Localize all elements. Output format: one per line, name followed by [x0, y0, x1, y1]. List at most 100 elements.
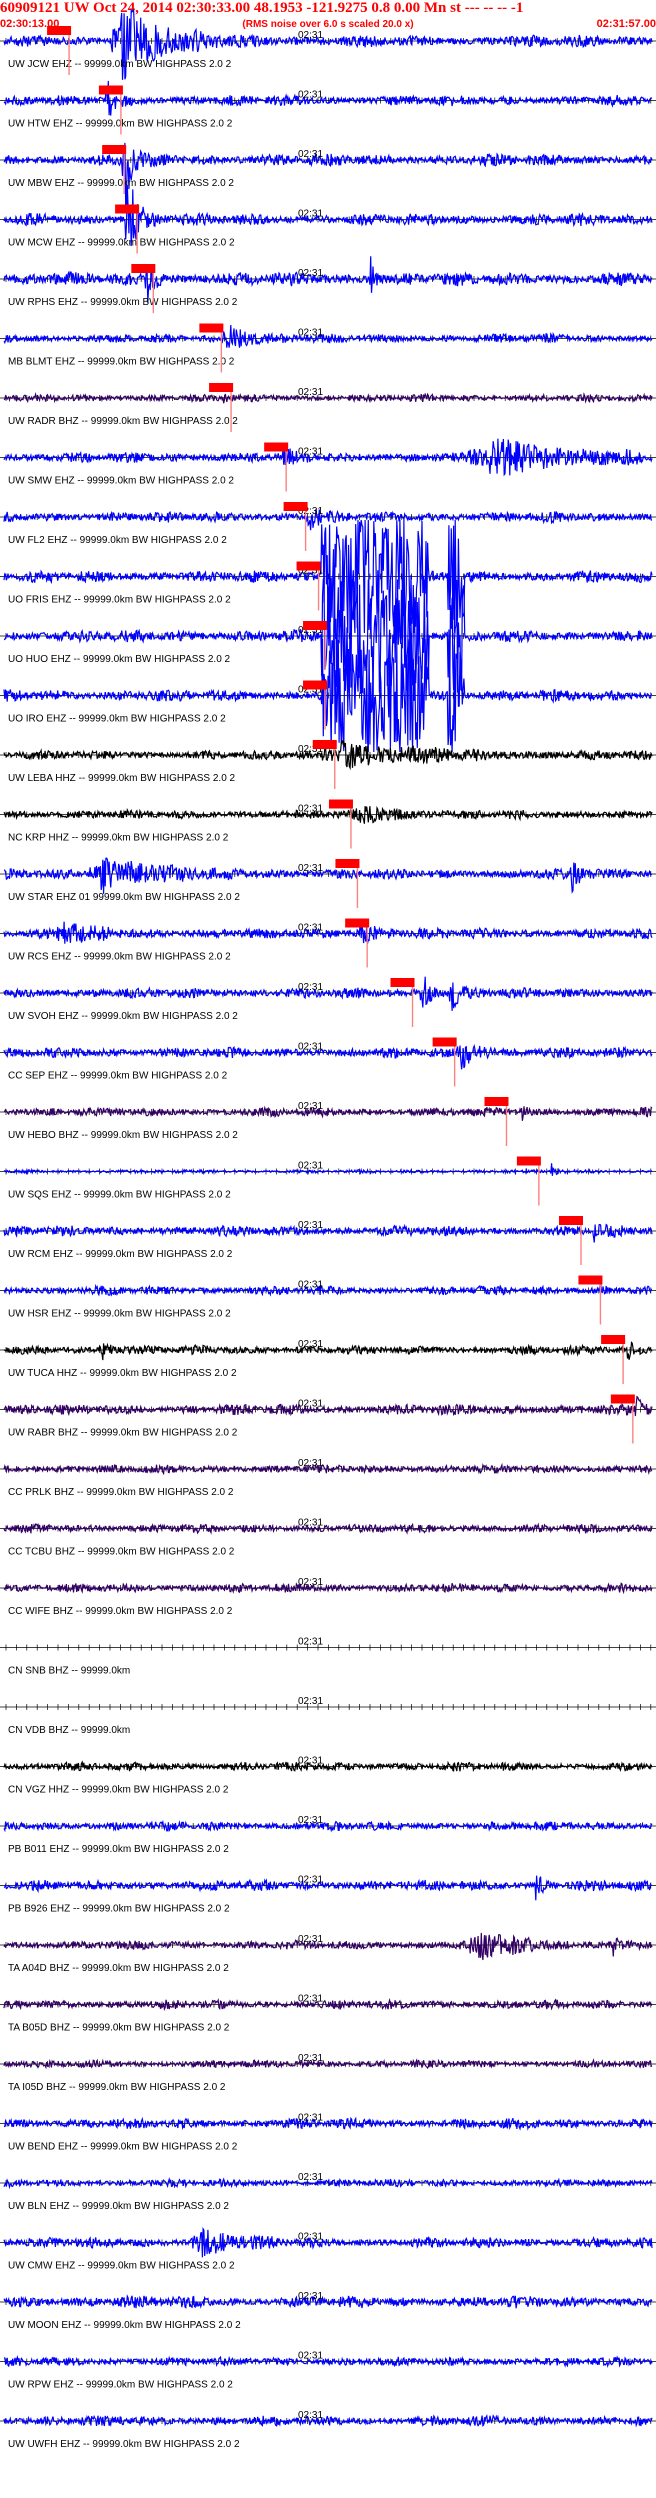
waveform — [3, 392, 653, 404]
trace-13: UW LEBA HHZ -- 99999.0km BW HIGHPASS 2.0… — [0, 739, 656, 789]
center-tick-label: 02:31 — [298, 923, 323, 934]
station-label: UW FL2 EHZ -- 99999.0km BW HIGHPASS 2.0 … — [8, 535, 227, 546]
trace-21: UW RCM EHZ -- 99999.0km BW HIGHPASS 2.0 … — [0, 1216, 656, 1265]
waveform — [3, 142, 653, 207]
waveform — [3, 1281, 653, 1297]
waveform — [3, 1932, 653, 1961]
center-tick-label: 02:31 — [298, 2291, 323, 2302]
waveform — [3, 1163, 653, 1176]
center-tick-label: 02:31 — [298, 1875, 323, 1886]
station-label: NC KRP HHZ -- 99999.0km BW HIGHPASS 2.0 … — [8, 833, 229, 844]
center-tick-label: 02:31 — [298, 1994, 323, 2005]
waveform — [3, 921, 653, 944]
center-tick-label: 02:31 — [298, 1815, 323, 1826]
waveform — [3, 638, 653, 753]
trace-36: UW BEND EHZ -- 99999.0km BW HIGHPASS 2.0… — [0, 2113, 656, 2153]
trace-28: CN SNB BHZ -- 99999.0km 02:31 — [0, 1637, 656, 1677]
station-label: CN VGZ HHZ -- 99999.0km BW HIGHPASS 2.0 … — [8, 1785, 229, 1796]
center-tick-label: 02:31 — [298, 447, 323, 458]
center-tick-label: 02:31 — [298, 982, 323, 993]
trace-14: NC KRP HHZ -- 99999.0km BW HIGHPASS 2.0 … — [0, 799, 656, 849]
waveform — [3, 1043, 653, 1070]
station-label: UW BLN EHZ -- 99999.0km BW HIGHPASS 2.0 … — [8, 2201, 229, 2212]
trace-23: UW TUCA HHZ -- 99999.0km BW HIGHPASS 2.0… — [0, 1335, 656, 1384]
rms-note: (RMS noise over 6.0 s scaled 20.0 x) — [242, 19, 414, 30]
waveform — [3, 578, 653, 695]
trace-3: UW MBW EHZ -- 99999.0km BW HIGHPASS 2.0 … — [0, 142, 656, 207]
station-label: CC WIFE BHZ -- 99999.0km BW HIGHPASS 2.0… — [8, 1606, 233, 1617]
center-tick-label: 02:31 — [298, 149, 323, 160]
pick-marker — [115, 204, 140, 214]
station-label: CC SEP EHZ -- 99999.0km BW HIGHPASS 2.0 … — [8, 1071, 228, 1082]
pick-marker — [335, 859, 360, 868]
station-label: UW RADR BHZ -- 99999.0km BW HIGHPASS 2.0… — [8, 416, 238, 427]
center-tick-label: 02:31 — [298, 1934, 323, 1945]
waveform — [3, 1819, 653, 1833]
station-label: UW JCW EHZ -- 99999.0km BW HIGHPASS 2.0 … — [8, 59, 232, 70]
waveform — [3, 256, 653, 303]
center-tick-label: 02:31 — [298, 625, 323, 636]
trace-24: UW RABR BHZ -- 99999.0km BW HIGHPASS 2.0… — [0, 1394, 656, 1444]
trace-4: UW MCW EHZ -- 99999.0km BW HIGHPASS 2.0 … — [0, 185, 656, 254]
pick-marker — [610, 1394, 635, 1404]
center-tick-label: 02:31 — [298, 2113, 323, 2124]
trace-12: UO IRO EHZ -- 99999.0km BW HIGHPASS 2.0 … — [0, 638, 656, 753]
center-tick-label: 02:31 — [298, 804, 323, 815]
station-label: CC PRLK BHZ -- 99999.0km BW HIGHPASS 2.0… — [8, 1487, 234, 1498]
waveform — [3, 2294, 653, 2309]
station-label: UW MOON EHZ -- 99999.0km BW HIGHPASS 2.0… — [8, 2320, 241, 2331]
pick-marker — [303, 680, 328, 690]
station-label: PB B011 EHZ -- 99999.0km BW HIGHPASS 2.0… — [8, 1844, 229, 1855]
waveform — [3, 509, 653, 531]
pick-marker — [303, 621, 328, 630]
trace-25: CC PRLK BHZ -- 99999.0km BW HIGHPASS 2.0… — [0, 1458, 656, 1498]
station-label: UW UWFH EHZ -- 99999.0km BW HIGHPASS 2.0… — [8, 2439, 240, 2450]
trace-19: UW HEBO BHZ -- 99999.0km BW HIGHPASS 2.0… — [0, 1097, 656, 1146]
waveform — [3, 1997, 653, 2012]
waveform — [3, 1462, 653, 1476]
pick-marker — [516, 1156, 541, 1166]
pick-marker — [199, 323, 224, 333]
pick-marker — [98, 85, 123, 95]
waveform — [3, 1875, 653, 1901]
pick-marker — [484, 1097, 509, 1106]
station-label: UW SMW EHZ -- 99999.0km BW HIGHPASS 2.0 … — [8, 476, 234, 487]
station-label: TA A04D BHZ -- 99999.0km BW HIGHPASS 2.0… — [8, 1963, 229, 1974]
waveform — [3, 2058, 653, 2070]
trace-40: UW RPW EHZ -- 99999.0km BW HIGHPASS 2.0 … — [0, 2351, 656, 2391]
center-tick-label: 02:31 — [298, 566, 323, 577]
station-label: CC TCBU BHZ -- 99999.0km BW HIGHPASS 2.0… — [8, 1547, 235, 1558]
station-label: UO IRO EHZ -- 99999.0km BW HIGHPASS 2.0 … — [8, 714, 226, 725]
trace-9: UW FL2 EHZ -- 99999.0km BW HIGHPASS 2.0 … — [0, 502, 656, 551]
pick-marker — [296, 561, 321, 571]
pick-marker — [559, 1216, 583, 1225]
station-label: UW RABR BHZ -- 99999.0km BW HIGHPASS 2.0… — [8, 1428, 238, 1439]
center-tick-label: 02:31 — [298, 2232, 323, 2243]
pick-marker — [47, 26, 72, 35]
station-label: UO HUO EHZ -- 99999.0km BW HIGHPASS 2.0 … — [8, 654, 231, 665]
waveform — [3, 8, 653, 80]
waveform — [3, 2414, 653, 2428]
center-tick-label: 02:31 — [298, 2053, 323, 2064]
trace-26: CC TCBU BHZ -- 99999.0km BW HIGHPASS 2.0… — [0, 1518, 656, 1558]
center-tick-label: 02:31 — [298, 863, 323, 874]
trace-32: PB B926 EHZ -- 99999.0km BW HIGHPASS 2.0… — [0, 1875, 656, 1915]
station-label: UW SQS EHZ -- 99999.0km BW HIGHPASS 2.0 … — [8, 1190, 231, 1201]
waveform — [3, 805, 653, 824]
waveform — [3, 1582, 653, 1595]
station-label: UW RCS EHZ -- 99999.0km BW HIGHPASS 2.0 … — [8, 952, 231, 963]
center-tick-label: 02:31 — [298, 268, 323, 279]
waveform — [3, 1341, 653, 1361]
pick-marker — [312, 740, 337, 749]
trace-11: UO HUO EHZ -- 99999.0km BW HIGHPASS 2.0 … — [0, 578, 656, 695]
station-label: UW BEND EHZ -- 99999.0km BW HIGHPASS 2.0… — [8, 2142, 238, 2153]
trace-33: TA A04D BHZ -- 99999.0km BW HIGHPASS 2.0… — [0, 1932, 656, 1974]
station-label: UW MBW EHZ -- 99999.0km BW HIGHPASS 2.0 … — [8, 178, 234, 189]
center-tick-label: 02:31 — [298, 744, 323, 755]
trace-30: CN VGZ HHZ -- 99999.0km BW HIGHPASS 2.0 … — [0, 1756, 656, 1796]
center-tick-label: 02:31 — [298, 90, 323, 101]
center-tick-label: 02:31 — [298, 328, 323, 339]
station-label: PB B926 EHZ -- 99999.0km BW HIGHPASS 2.0… — [8, 1904, 230, 1915]
station-label: UW MCW EHZ -- 99999.0km BW HIGHPASS 2.0 … — [8, 238, 235, 249]
station-label: CN SNB BHZ -- 99999.0km — [8, 1666, 130, 1677]
